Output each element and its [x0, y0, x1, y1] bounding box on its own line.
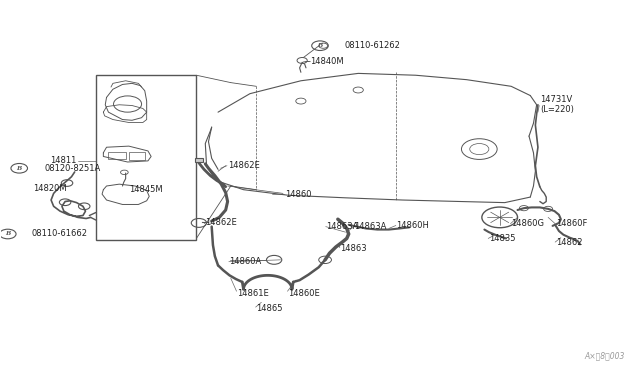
Text: 14865: 14865: [256, 304, 283, 313]
Text: 14863A: 14863A: [355, 222, 387, 231]
Text: 08110-61662: 08110-61662: [32, 230, 88, 238]
Text: 14860E: 14860E: [288, 289, 320, 298]
Text: B: B: [317, 43, 323, 48]
Text: 14860: 14860: [285, 190, 312, 199]
Text: 14860F: 14860F: [556, 219, 587, 228]
Text: 14863A: 14863A: [326, 222, 359, 231]
Text: 14860G: 14860G: [511, 219, 544, 228]
Bar: [129, 152, 145, 160]
Text: 14860A: 14860A: [230, 257, 262, 266]
Text: B: B: [5, 231, 10, 237]
Bar: [96, 75, 196, 240]
Text: A×（8）003: A×（8）003: [584, 351, 625, 360]
Bar: [108, 152, 126, 160]
Text: B: B: [17, 166, 22, 171]
Bar: [195, 158, 203, 162]
Text: 14863: 14863: [340, 244, 367, 253]
Text: 14860H: 14860H: [396, 221, 429, 230]
Text: 14861E: 14861E: [237, 289, 269, 298]
Text: 14840M: 14840M: [310, 57, 344, 66]
Text: 14820M: 14820M: [33, 185, 67, 193]
Text: 14731V
(L=220): 14731V (L=220): [540, 95, 573, 115]
Text: 14811: 14811: [50, 156, 77, 166]
Text: 14862: 14862: [556, 238, 582, 247]
Text: 14862E: 14862E: [205, 218, 237, 227]
Text: 08120-8251A: 08120-8251A: [45, 164, 101, 173]
Text: 08110-61262: 08110-61262: [344, 41, 400, 50]
Text: 14845M: 14845M: [129, 185, 163, 194]
Text: 14835: 14835: [489, 234, 515, 243]
Text: 14862E: 14862E: [228, 161, 259, 170]
